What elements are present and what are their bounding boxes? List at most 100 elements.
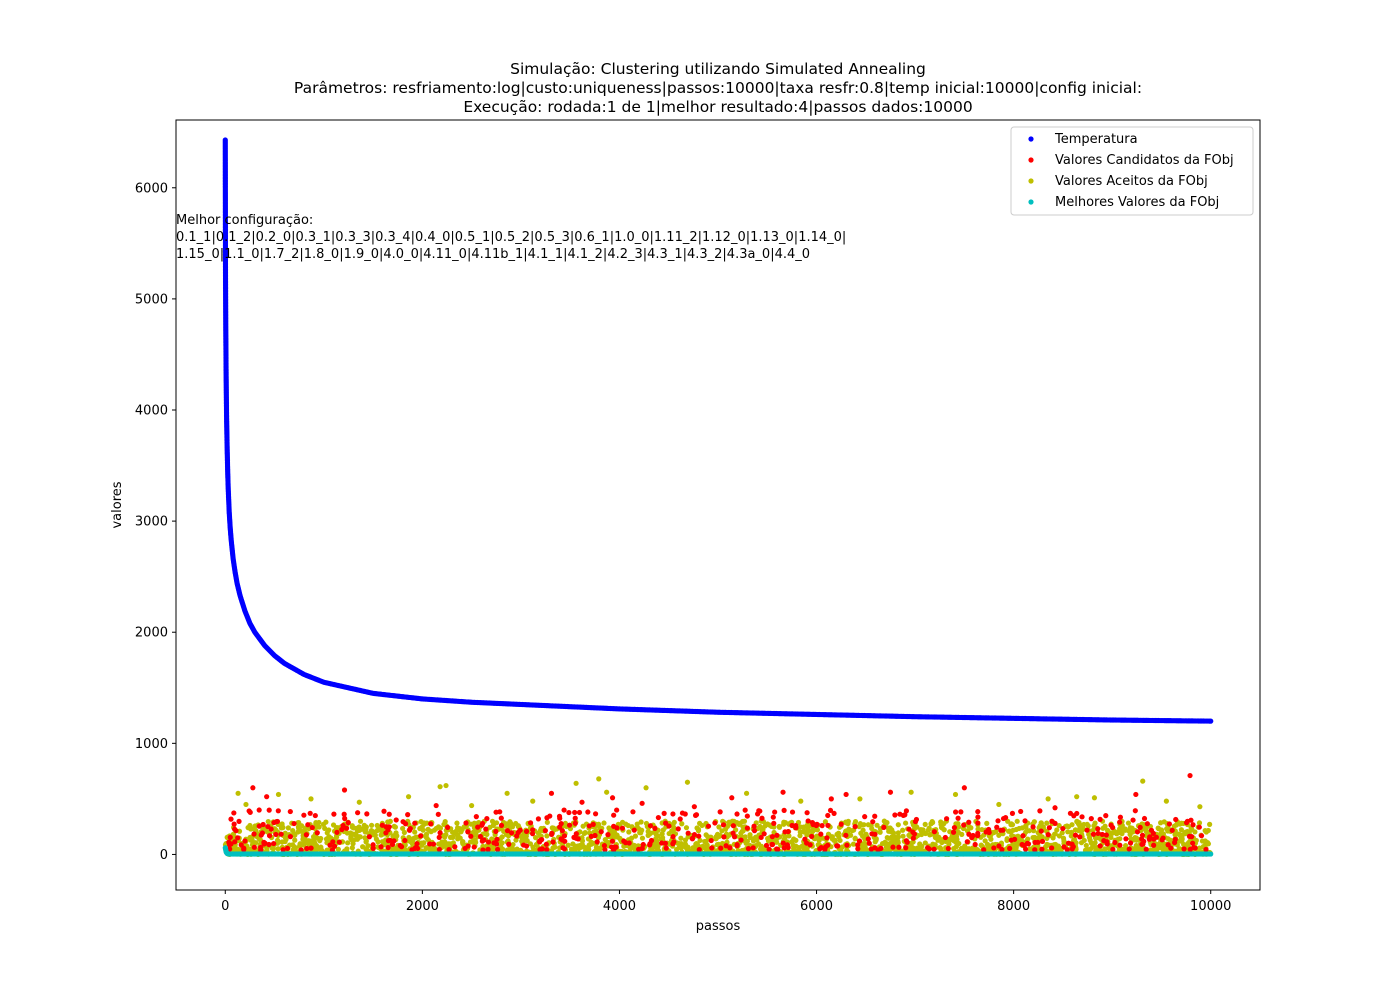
accepted-point bbox=[1045, 796, 1051, 802]
candidate-point bbox=[309, 824, 315, 831]
candidate-point bbox=[1187, 772, 1193, 779]
candidate-point bbox=[572, 820, 578, 826]
y-tick-label: 4000 bbox=[135, 404, 168, 419]
candidate-point bbox=[385, 844, 391, 851]
candidate-point bbox=[734, 841, 740, 848]
accepted-point bbox=[1016, 836, 1023, 842]
accepted-point bbox=[437, 784, 443, 790]
accepted-point bbox=[581, 844, 587, 850]
candidate-point bbox=[781, 807, 787, 813]
x-tick-label: 10000 bbox=[1190, 899, 1231, 914]
candidate-point bbox=[953, 809, 959, 815]
legend-marker-candidatos bbox=[1028, 157, 1034, 163]
accepted-point bbox=[402, 847, 408, 853]
candidate-point bbox=[436, 834, 442, 840]
candidate-point bbox=[473, 814, 479, 820]
accepted-point bbox=[568, 846, 575, 852]
candidate-point bbox=[862, 814, 868, 820]
candidate-point bbox=[549, 830, 555, 836]
accepted-point bbox=[443, 782, 449, 789]
accepted-point bbox=[984, 820, 990, 826]
accepted-point bbox=[1059, 830, 1065, 836]
accepted-point bbox=[550, 825, 557, 831]
candidate-point bbox=[1049, 818, 1055, 824]
candidate-point bbox=[870, 819, 876, 825]
candidate-point bbox=[691, 831, 698, 838]
candidate-point bbox=[931, 846, 937, 852]
title-line-3: Execução: rodada:1 de 1|melhor resultado… bbox=[463, 98, 972, 116]
accepted-point bbox=[741, 818, 748, 824]
accepted-point bbox=[884, 843, 890, 849]
accepted-point bbox=[431, 845, 437, 851]
candidate-point bbox=[1069, 841, 1075, 847]
candidate-point bbox=[825, 822, 831, 829]
accepted-point bbox=[863, 831, 869, 837]
accepted-point bbox=[400, 825, 406, 832]
accepted-point bbox=[357, 818, 364, 824]
accepted-point bbox=[889, 835, 895, 841]
accepted-point bbox=[608, 827, 614, 834]
candidate-point bbox=[995, 818, 1001, 824]
candidate-point bbox=[1110, 824, 1116, 831]
candidate-point bbox=[972, 841, 978, 848]
accepted-point bbox=[895, 834, 901, 840]
accepted-point bbox=[601, 820, 607, 826]
candidate-point bbox=[400, 819, 406, 825]
candidate-point bbox=[810, 821, 816, 828]
annotation-line-1: Melhor configuração: bbox=[176, 213, 313, 228]
candidate-point bbox=[1002, 815, 1009, 821]
candidate-point bbox=[1117, 819, 1123, 825]
accepted-point bbox=[1154, 846, 1160, 853]
candidate-point bbox=[659, 840, 665, 846]
accepted-point bbox=[626, 829, 632, 835]
accepted-point bbox=[1167, 837, 1173, 843]
candidate-point bbox=[958, 809, 964, 815]
accepted-point bbox=[978, 842, 984, 848]
candidate-point bbox=[1018, 808, 1024, 815]
candidate-point bbox=[757, 808, 763, 814]
candidate-point bbox=[586, 823, 592, 829]
candidate-point bbox=[611, 823, 617, 829]
accepted-point bbox=[537, 828, 543, 834]
candidate-point bbox=[744, 813, 750, 819]
accepted-point bbox=[1171, 823, 1177, 829]
candidate-point bbox=[383, 830, 389, 836]
accepted-point bbox=[1102, 823, 1108, 829]
accepted-point bbox=[638, 819, 644, 825]
candidate-point bbox=[745, 846, 752, 852]
accepted-point bbox=[700, 843, 706, 849]
accepted-point bbox=[660, 827, 666, 833]
temperature-point bbox=[1208, 718, 1214, 724]
accepted-point bbox=[454, 820, 460, 826]
candidate-point bbox=[1020, 833, 1026, 839]
accepted-point bbox=[801, 829, 807, 835]
accepted-point bbox=[1091, 823, 1097, 829]
candidate-point bbox=[1097, 843, 1103, 849]
accepted-point bbox=[1008, 821, 1014, 827]
accepted-point bbox=[368, 822, 375, 828]
candidate-point bbox=[258, 847, 264, 853]
candidate-point bbox=[630, 809, 636, 815]
accepted-point bbox=[666, 830, 672, 837]
accepted-point bbox=[1084, 821, 1090, 827]
x-tick-label: 8000 bbox=[997, 899, 1030, 914]
candidate-point bbox=[789, 822, 795, 829]
candidate-point bbox=[1189, 834, 1195, 840]
candidate-point bbox=[452, 844, 458, 850]
accepted-point bbox=[757, 846, 764, 852]
candidate-point bbox=[548, 790, 555, 796]
accepted-point bbox=[1176, 846, 1182, 852]
accepted-point bbox=[884, 819, 890, 826]
accepted-point bbox=[958, 845, 964, 851]
candidate-point bbox=[235, 835, 241, 841]
candidate-point bbox=[640, 841, 646, 848]
candidate-point bbox=[1022, 818, 1028, 824]
candidate-point bbox=[484, 816, 490, 822]
candidate-point bbox=[814, 821, 820, 827]
candidate-point bbox=[785, 828, 791, 835]
candidate-point bbox=[734, 811, 740, 817]
candidate-point bbox=[744, 825, 750, 831]
candidate-point bbox=[601, 843, 608, 849]
candidate-point bbox=[1037, 808, 1043, 814]
candidate-point bbox=[999, 846, 1005, 853]
